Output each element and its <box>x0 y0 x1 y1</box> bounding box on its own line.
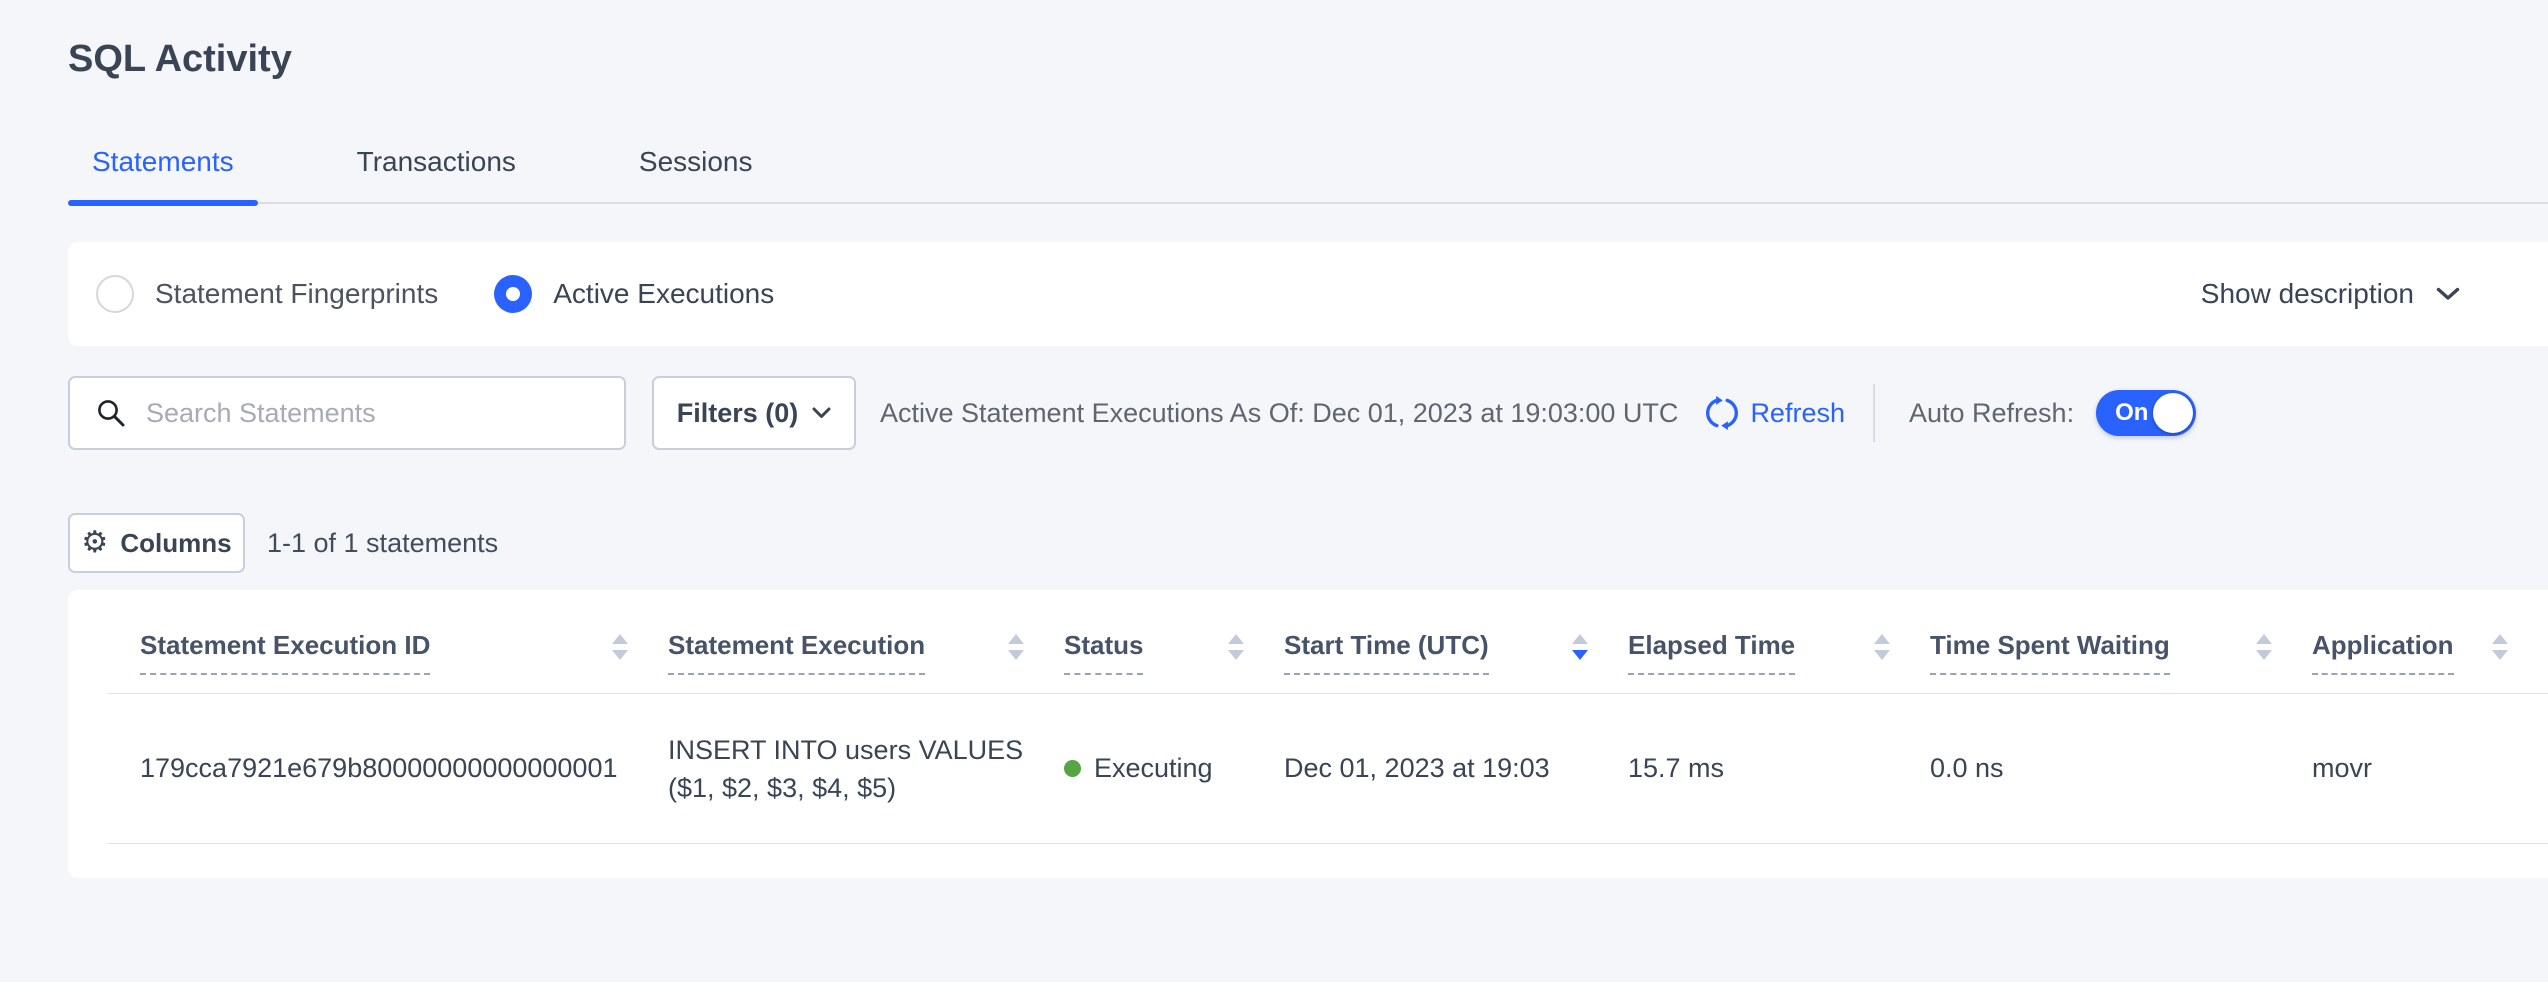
tab-statements[interactable]: Statements <box>68 144 258 206</box>
as-of-timestamp: Active Statement Executions As Of: Dec 0… <box>880 397 1679 428</box>
radio-circle-icon[interactable] <box>494 275 533 313</box>
controls-row: Filters (0) Active Statement Executions … <box>68 376 2548 450</box>
column-label[interactable]: Start Time (UTC) <box>1284 630 1489 675</box>
column-header-time-spent-waiting[interactable]: Time Spent Waiting <box>1930 630 2312 675</box>
gear-icon: ⚙ <box>81 526 109 559</box>
filters-label: Filters (0) <box>676 397 799 428</box>
chevron-down-icon <box>812 407 831 418</box>
column-header-status[interactable]: Status <box>1064 630 1284 675</box>
statement-text[interactable]: INSERT INTO users VALUES ($1, $2, $3, $4… <box>668 734 1024 803</box>
show-description-label: Show description <box>2200 278 2414 309</box>
column-header-statement-execution-id[interactable]: Statement Execution ID <box>108 630 668 675</box>
refresh-button[interactable]: Refresh <box>1704 395 1845 431</box>
column-header-start-time[interactable]: Start Time (UTC) <box>1284 630 1628 675</box>
search-box[interactable] <box>68 376 626 450</box>
radio-label: Statement Fingerprints <box>155 278 439 309</box>
column-label[interactable]: Statement Execution ID <box>140 630 431 675</box>
column-header-elapsed-time[interactable]: Elapsed Time <box>1628 630 1930 675</box>
sort-icon[interactable] <box>1228 634 1244 660</box>
cell-statement[interactable]: INSERT INTO users VALUES ($1, $2, $3, $4… <box>668 731 1064 807</box>
column-label[interactable]: Statement Execution <box>668 630 926 675</box>
cell-status: Executing <box>1064 753 1284 784</box>
columns-button[interactable]: ⚙ Columns <box>68 513 245 573</box>
radio-circle-icon[interactable] <box>96 275 134 313</box>
column-label[interactable]: Application <box>2312 630 2454 675</box>
toggle-knob[interactable] <box>2153 393 2194 433</box>
cell-time-spent-waiting: 0.0 ns <box>1930 753 2004 783</box>
tab-sessions[interactable]: Sessions <box>638 146 753 177</box>
sort-icon-active-desc[interactable] <box>1572 634 1588 660</box>
show-description-toggle[interactable]: Show description <box>2201 278 2460 310</box>
column-label[interactable]: Status <box>1064 630 1144 675</box>
refresh-label: Refresh <box>1750 397 1845 428</box>
sort-icon[interactable] <box>2256 634 2272 660</box>
sort-icon[interactable] <box>2492 634 2508 660</box>
search-input[interactable] <box>146 397 604 429</box>
filters-button[interactable]: Filters (0) <box>652 376 856 450</box>
cell-application: movr <box>2312 753 2372 783</box>
sort-icon[interactable] <box>612 634 628 660</box>
columns-label: Columns <box>120 527 232 558</box>
view-mode-card: Statement Fingerprints Active Executions… <box>68 242 2548 346</box>
radio-statement-fingerprints[interactable]: Statement Fingerprints <box>96 275 438 313</box>
column-label[interactable]: Time Spent Waiting <box>1930 630 2170 675</box>
column-label[interactable]: Elapsed Time <box>1628 630 1796 675</box>
toggle-state-label: On <box>2115 399 2149 426</box>
column-header-application[interactable]: Application <box>2312 630 2548 675</box>
sort-icon[interactable] <box>1874 634 1890 660</box>
tab-bar: Statements Transactions Sessions <box>68 144 2548 206</box>
radio-active-executions[interactable]: Active Executions <box>494 275 774 313</box>
page-title: SQL Activity <box>68 38 292 80</box>
auto-refresh-toggle[interactable]: On <box>2096 390 2197 436</box>
refresh-icon <box>1706 396 1739 430</box>
table-toolbar: ⚙ Columns 1-1 of 1 statements <box>68 513 2548 573</box>
status-label: Executing <box>1094 753 1213 783</box>
auto-refresh-label: Auto Refresh: <box>1908 397 2075 428</box>
cell-execution-id: 179cca7921e679b80000000000000001 <box>140 753 618 783</box>
chevron-down-icon <box>2436 287 2460 300</box>
vertical-divider <box>1872 384 1875 442</box>
radio-label: Active Executions <box>553 278 775 309</box>
status-dot-icon <box>1064 760 1081 777</box>
table-row[interactable]: 179cca7921e679b80000000000000001 INSERT … <box>108 694 2548 844</box>
cell-elapsed-time: 15.7 ms <box>1628 753 1725 783</box>
sort-icon[interactable] <box>1008 634 1024 660</box>
search-icon <box>98 400 125 427</box>
tab-transactions[interactable]: Transactions <box>356 146 516 177</box>
column-header-statement-execution[interactable]: Statement Execution <box>668 630 1064 675</box>
table-header-row: Statement Execution ID Statement Executi… <box>108 590 2548 694</box>
result-count: 1-1 of 1 statements <box>267 527 499 558</box>
cell-start-time: Dec 01, 2023 at 19:03 <box>1284 753 1550 783</box>
statements-table: Statement Execution ID Statement Executi… <box>68 590 2548 878</box>
